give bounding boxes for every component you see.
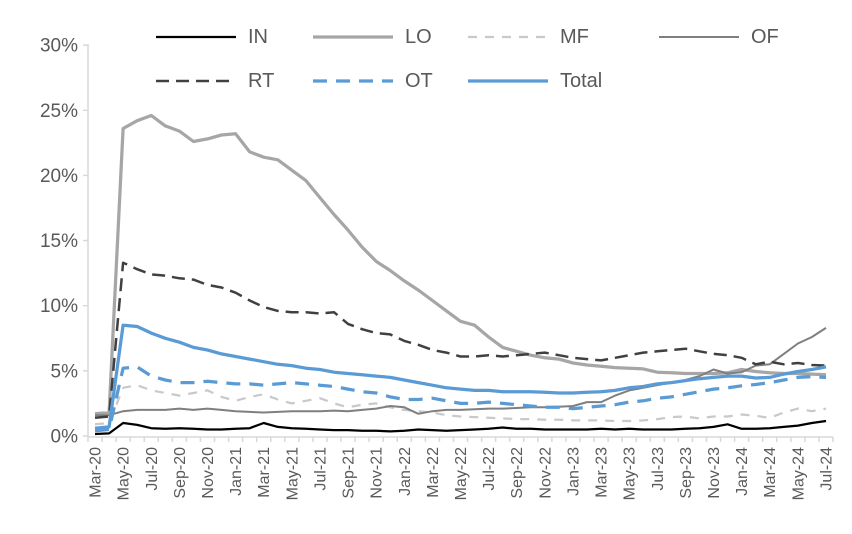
y-axis-tick-label: 25% <box>40 101 78 122</box>
legend-item-lo: LO <box>312 24 432 50</box>
legend-label: OF <box>751 26 779 48</box>
series-line-rt <box>94 261 827 420</box>
legend-label: Total <box>560 70 603 92</box>
legend-label: RT <box>248 70 275 92</box>
series-line-of <box>95 327 827 417</box>
legend-line-sample <box>156 79 236 83</box>
series-line-in <box>94 419 827 436</box>
legend-item-mf: MF <box>467 24 589 50</box>
x-axis-tick-label: Jul-22 <box>481 447 498 491</box>
x-axis-tick-label: May-20 <box>116 447 133 500</box>
series-line-mf <box>94 384 827 426</box>
x-axis-tick-label: Mar-22 <box>425 447 442 498</box>
x-axis-tick-label: Jul-21 <box>312 447 329 491</box>
x-axis-tick-label: Nov-20 <box>200 447 217 499</box>
x-axis-tick-label: Jan-24 <box>734 447 751 496</box>
legend-line-sample <box>156 35 236 39</box>
legend-line-sample <box>468 79 548 83</box>
x-axis-tick-label: Jan-21 <box>228 447 245 496</box>
legend-item-total: Total <box>467 68 602 94</box>
x-axis-tick-label: Jul-24 <box>818 447 835 491</box>
y-axis-tick-label: 5% <box>51 361 79 382</box>
legend-item-rt: RT <box>155 68 274 94</box>
series-line-ot <box>94 365 827 433</box>
x-axis-tick-label: Jan-23 <box>565 447 582 496</box>
legend-item-in: IN <box>155 24 268 50</box>
y-axis-tick-label: 20% <box>40 166 78 187</box>
legend-label: MF <box>560 26 589 48</box>
legend-line-sample <box>313 35 393 39</box>
x-axis-tick-label: Sep-23 <box>678 447 695 499</box>
series-line-total <box>94 323 827 430</box>
legend-line-sample <box>468 35 548 39</box>
x-axis-tick-label: Jul-20 <box>144 447 161 491</box>
x-axis-tick-label: Jul-23 <box>650 447 667 491</box>
x-axis-tick-label: Nov-21 <box>369 447 386 499</box>
y-axis-tick-label: 0% <box>51 427 79 448</box>
x-axis-tick-label: Sep-20 <box>172 447 189 499</box>
legend-label: OT <box>405 70 433 92</box>
legend-label: IN <box>248 26 268 48</box>
x-axis-tick-label: Jan-22 <box>397 447 414 496</box>
x-axis-tick-label: May-21 <box>284 447 301 500</box>
x-axis-tick-label: May-22 <box>453 447 470 500</box>
x-axis-tick-label: May-23 <box>622 447 639 500</box>
x-axis-tick-label: Sep-21 <box>341 447 358 499</box>
x-axis-tick-label: Mar-23 <box>594 447 611 498</box>
legend-line-sample <box>313 79 393 83</box>
x-axis-tick-label: Nov-22 <box>537 447 554 499</box>
legend-label: LO <box>405 26 432 48</box>
x-axis-tick-label: Sep-22 <box>509 447 526 499</box>
legend-item-ot: OT <box>312 68 433 94</box>
y-axis-tick-label: 30% <box>40 36 78 57</box>
y-axis-tick-label: 10% <box>40 296 78 317</box>
x-axis-tick-label: Nov-23 <box>706 447 723 499</box>
legend-item-of: OF <box>658 24 779 50</box>
x-axis-tick-label: Mar-24 <box>762 447 779 498</box>
legend-line-sample <box>659 36 739 38</box>
x-axis-tick-label: Mar-21 <box>256 447 273 498</box>
y-axis-tick-label: 15% <box>40 231 78 252</box>
series-line-lo <box>94 113 827 416</box>
x-axis-tick-label: May-24 <box>790 447 807 500</box>
x-axis-tick-label: Mar-20 <box>88 447 105 498</box>
